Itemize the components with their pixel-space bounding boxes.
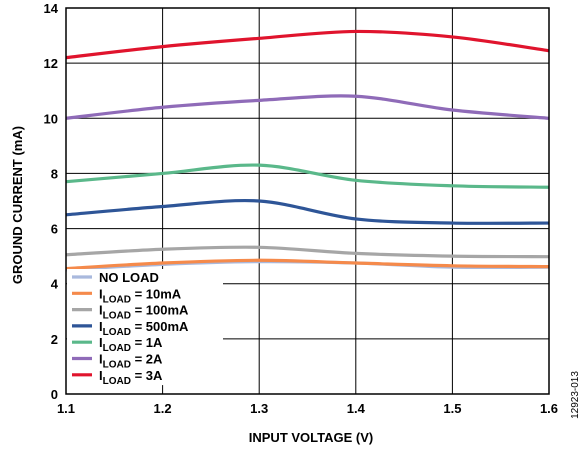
y-tick-label: 2 [51, 332, 58, 347]
plot-frame [65, 7, 550, 395]
legend-background [67, 269, 223, 386]
series-layer [65, 29, 550, 272]
x-tick-labels: 1.1 1.2 1.3 1.4 1.5 1.6 [57, 401, 558, 416]
figure-code: 12923-013 [570, 371, 581, 419]
y-tick-label: 6 [51, 222, 58, 237]
legend-label-4: ILOAD = 1A [99, 335, 163, 354]
y-tick-label: 14 [44, 1, 59, 16]
x-tick-label: 1.4 [347, 401, 366, 416]
x-tick-label: 1.5 [443, 401, 461, 416]
y-tick-label: 12 [44, 56, 58, 71]
x-tick-label: 1.3 [250, 401, 268, 416]
x-tick-label: 1.2 [154, 401, 172, 416]
y-tick-label: 10 [44, 111, 58, 126]
legend-label-5: ILOAD = 2A [99, 352, 163, 371]
series-line-5 [65, 94, 550, 120]
y-tick-label: 4 [51, 277, 59, 292]
x-tick-label: 1.6 [540, 401, 558, 416]
legend-label-1: ILOAD = 10mA [99, 286, 182, 305]
legend-label-3: ILOAD = 500mA [99, 319, 189, 338]
series-line-2 [65, 245, 550, 259]
y-tick-label: 8 [51, 166, 58, 181]
x-axis-title: INPUT VOLTAGE (V) [249, 430, 373, 445]
y-axis-title: GROUND CURRENT (mA) [10, 126, 25, 284]
y-tick-labels: 0 2 4 6 8 10 12 14 [44, 1, 59, 402]
legend-label-6: ILOAD = 3A [99, 368, 163, 387]
series-line-6 [65, 29, 550, 60]
series-line-3 [65, 198, 550, 225]
series-line-4 [65, 163, 550, 189]
series-line-1 [65, 258, 550, 271]
legend-label-0: NO LOAD [99, 270, 159, 285]
x-tick-label: 1.1 [57, 401, 75, 416]
legend-label-2: ILOAD = 100mA [99, 303, 189, 322]
y-tick-label: 0 [51, 387, 58, 402]
